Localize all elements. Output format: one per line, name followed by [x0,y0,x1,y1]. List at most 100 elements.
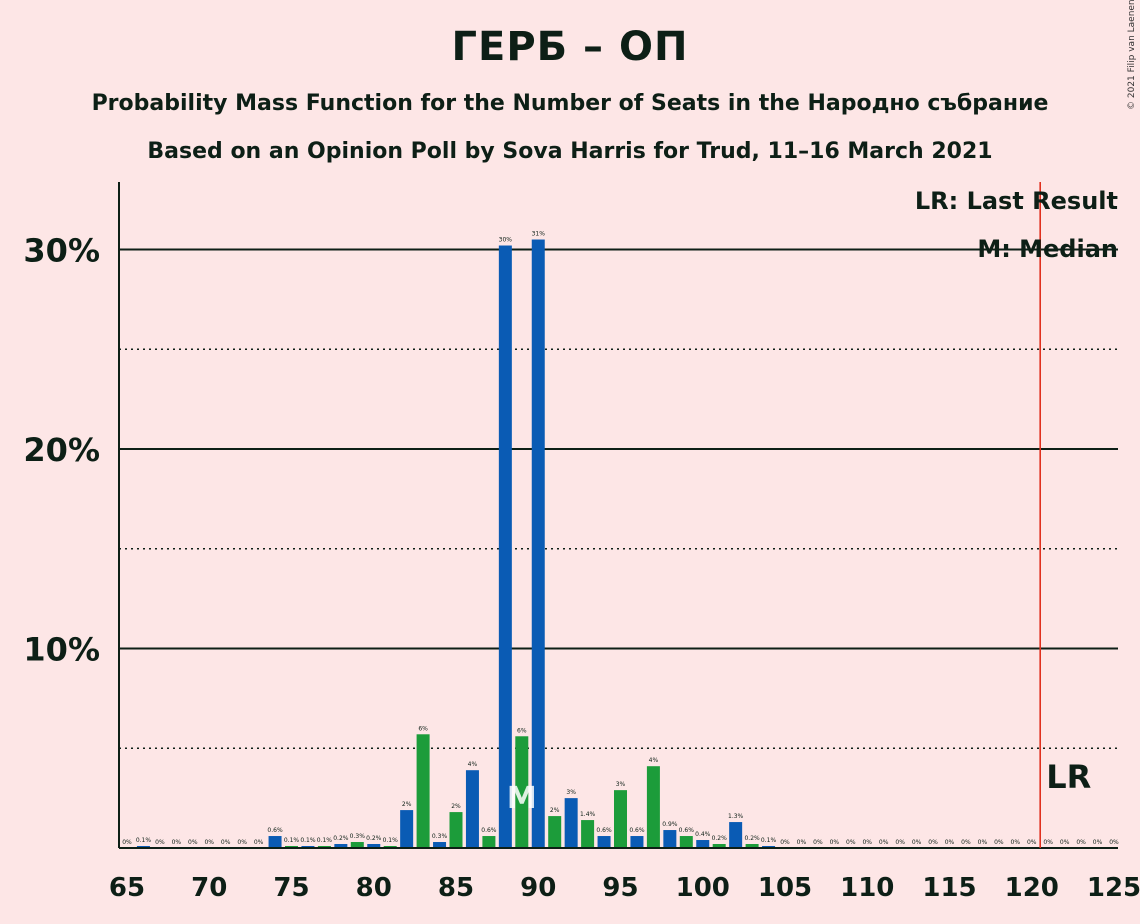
x-tick-label: 80 [356,873,392,903]
data-label: 0% [172,839,182,846]
bar [630,836,644,848]
data-label: 0% [1109,839,1119,846]
bar [416,734,430,848]
x-tick-label: 115 [922,873,976,903]
data-label: 0% [188,839,198,846]
data-label: 0% [895,839,905,846]
data-label: 0% [813,839,823,846]
last-result-label: LR [1046,758,1091,796]
data-label: 0.9% [662,821,678,828]
legend-last-result: LR: Last Result [915,187,1118,215]
data-labels-layer: 0% 0.1% 0% 0% 0% 0% 0% 0% 0%0.6%0.1% 0.1% 0.1% 0.2%… [122,231,1119,846]
data-label: 0% [945,839,955,846]
bar [433,842,447,848]
bar [367,844,381,848]
data-label: 2% [550,807,560,814]
grid-layer [119,248,1118,750]
data-label: 0.6% [679,827,695,834]
data-label: 0% [221,839,231,846]
data-label: 0.3% [432,833,448,840]
x-tick-label: 120 [1005,873,1059,903]
legend-median: M: Median [977,235,1118,263]
data-label: 0% [862,839,872,846]
data-label: 0% [978,839,988,846]
median-marker: M [507,781,537,816]
axes-layer: 10% 20% 30% 65 70 75 80 85 90 95 100 105 110 115 120 12… [23,182,1140,903]
bars-layer [136,239,776,848]
x-tick-label: 125 [1087,873,1140,903]
bar [548,816,562,848]
data-label: 0.1% [136,837,152,844]
bar [696,840,710,848]
bar [334,844,348,848]
data-label: 0.4% [695,831,711,838]
bar [449,812,463,848]
bar [482,836,496,848]
data-label: 0% [1027,839,1037,846]
data-label: 0.6% [596,827,612,834]
data-label: 0% [961,839,971,846]
data-label: 0.6% [629,827,645,834]
bar [679,836,693,848]
data-label: 1.4% [580,811,596,818]
bar [564,798,578,848]
x-tick-label: 75 [273,873,309,903]
data-label: 0% [994,839,1004,846]
x-tick-label: 70 [191,873,227,903]
y-tick-label: 30% [23,232,100,270]
data-label: 0.6% [267,827,283,834]
data-label: 0.6% [481,827,497,834]
data-label: 0% [1076,839,1086,846]
data-label: 31% [532,231,546,238]
data-label: 0.2% [744,835,760,842]
data-label: 0% [155,839,165,846]
bar [729,822,743,848]
data-label: 2% [402,801,412,808]
data-label: 0.1% [284,837,300,844]
data-label: 0% [928,839,938,846]
data-label: 0% [1043,839,1053,846]
data-label: 6% [517,727,527,734]
bar [614,790,627,848]
x-tick-label: 65 [109,873,145,903]
y-tick-label: 10% [23,631,100,669]
data-label: 0% [1060,839,1070,846]
data-label: 0% [879,839,889,846]
bar [646,766,660,848]
bar [663,830,677,848]
x-tick-label: 90 [520,873,556,903]
data-label: 0% [204,839,214,846]
x-tick-label: 95 [602,873,638,903]
bar [745,844,759,848]
data-label: 4% [468,761,478,768]
bar [597,836,611,848]
data-label: 0% [830,839,840,846]
bar [400,810,414,848]
bar [531,239,545,848]
data-label: 0% [912,839,922,846]
chart-title: ГЕРБ – ОП [451,24,689,70]
data-label: 0.2% [366,835,382,842]
x-tick-label: 85 [438,873,474,903]
bar [515,736,529,848]
bar [581,820,595,848]
data-label: 30% [499,237,513,244]
data-label: 2% [451,803,461,810]
data-label: 0% [797,839,807,846]
data-label: 0.1% [761,837,777,844]
data-label: 0% [122,839,132,846]
chart-subtitle-source: Based on an Opinion Poll by Sova Harris … [147,139,993,164]
data-label: 0.1% [383,837,399,844]
data-label: 6% [418,725,428,732]
y-tick-label: 20% [23,431,100,469]
bar [498,245,512,848]
data-label: 0.2% [333,835,349,842]
bar [465,770,479,848]
data-label: 3% [616,781,626,788]
data-label: 0.1% [300,837,316,844]
data-label: 0% [1011,839,1021,846]
data-label: 0.2% [712,835,728,842]
data-label: 0% [254,839,264,846]
data-label: 0% [1093,839,1103,846]
